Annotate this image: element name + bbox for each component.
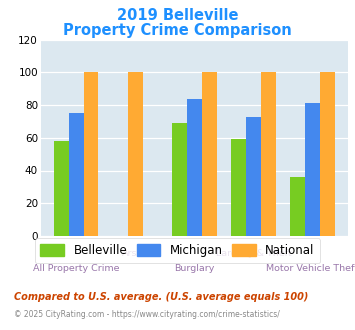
Text: © 2025 CityRating.com - https://www.cityrating.com/crime-statistics/: © 2025 CityRating.com - https://www.city…	[14, 310, 280, 319]
Text: Larceny & Theft: Larceny & Theft	[215, 249, 291, 258]
Bar	[172, 123, 187, 236]
Text: All Property Crime: All Property Crime	[33, 264, 120, 273]
Bar	[320, 72, 335, 236]
Bar	[261, 72, 275, 236]
Bar	[128, 72, 143, 236]
Legend: Belleville, Michigan, National: Belleville, Michigan, National	[34, 238, 321, 263]
Bar	[69, 113, 84, 236]
Text: Property Crime Comparison: Property Crime Comparison	[63, 23, 292, 38]
Bar	[246, 116, 261, 236]
Bar	[54, 141, 69, 236]
Text: Compared to U.S. average. (U.S. average equals 100): Compared to U.S. average. (U.S. average …	[14, 292, 308, 302]
Text: 2019 Belleville: 2019 Belleville	[117, 8, 238, 23]
Bar	[84, 72, 98, 236]
Bar	[305, 103, 320, 236]
Text: Motor Vehicle Theft: Motor Vehicle Theft	[267, 264, 355, 273]
Bar	[290, 177, 305, 236]
Bar	[187, 98, 202, 236]
Bar	[202, 72, 217, 236]
Text: Arson: Arson	[122, 249, 149, 258]
Bar	[231, 139, 246, 236]
Text: Burglary: Burglary	[174, 264, 214, 273]
